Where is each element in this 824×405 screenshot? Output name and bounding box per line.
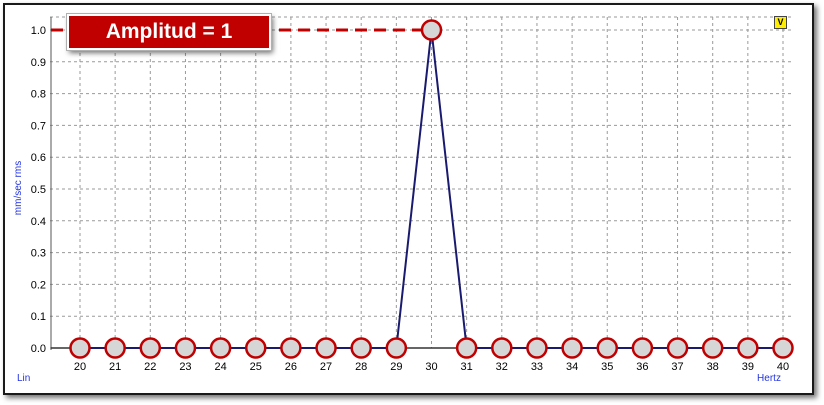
y-axis-label: mm/sec rms (13, 161, 24, 215)
x-unit-label: Hertz (757, 373, 781, 384)
x-tick-label: 36 (636, 361, 648, 373)
data-point-marker (385, 337, 408, 359)
axes (50, 17, 793, 350)
x-tick-label: 22 (144, 361, 156, 373)
data-point-marker (174, 337, 197, 359)
y-tick-label: 0.9 (31, 57, 46, 69)
data-point-marker (280, 337, 302, 359)
chart-frame (3, 3, 814, 395)
data-point-marker (701, 337, 724, 359)
data-point-marker (69, 337, 91, 359)
data-point-marker (631, 337, 654, 359)
y-tick-label: 0.7 (31, 120, 46, 132)
y-tick-label: 0.2 (31, 279, 46, 291)
x-tick-label: 20 (74, 361, 86, 373)
x-tick-label: 26 (285, 361, 297, 373)
data-point-marker (350, 337, 372, 359)
x-tick-label: 27 (320, 361, 332, 373)
x-tick-label: 25 (250, 361, 262, 373)
data-point-marker (561, 337, 583, 359)
data-point-marker (666, 337, 689, 359)
data-point-marker (737, 337, 759, 359)
y-tick-label: 0.3 (31, 248, 46, 260)
y-tick-label: 0.4 (31, 216, 46, 228)
data-point-marker (526, 337, 548, 359)
y-tick-label: 0.6 (31, 152, 46, 164)
grid (50, 16, 793, 349)
x-tick-label: 31 (461, 361, 473, 373)
y-tick-label: 0.8 (31, 89, 46, 101)
y-tick-label: 0.0 (31, 343, 46, 355)
x-tick-label: 39 (742, 361, 754, 373)
x-tick-labels: 20 21 22 23 24 25 26 27 28 29 30 31 32 33 34 35 36 37 38 39… (74, 361, 789, 373)
data-point-marker (596, 337, 618, 359)
data-point-marker (772, 337, 794, 359)
x-tick-label: 38 (707, 361, 719, 373)
amplitude-badge: Amplitud = 1 (66, 13, 272, 51)
data-markers (69, 19, 794, 359)
y-tick-label: 0.5 (31, 184, 46, 196)
x-tick-label: 29 (390, 361, 402, 373)
x-tick-label: 32 (496, 361, 508, 373)
v-marker-icon[interactable]: V (774, 16, 787, 29)
x-tick-label: 35 (601, 361, 613, 373)
x-tick-label: 21 (109, 361, 121, 373)
y-tick-label: 1.0 (31, 25, 46, 37)
x-tick-label: 23 (179, 361, 191, 373)
scale-label: Lin (17, 373, 30, 384)
x-tick-label: 28 (355, 361, 367, 373)
data-point-marker (139, 337, 162, 359)
x-tick-label: 30 (425, 361, 437, 373)
x-tick-label: 24 (214, 361, 226, 373)
data-point-marker (104, 337, 126, 359)
data-point-marker (420, 19, 443, 41)
data-point-marker (209, 337, 232, 359)
x-tick-label: 37 (671, 361, 683, 373)
x-tick-label: 40 (777, 361, 789, 373)
data-point-marker (315, 337, 337, 359)
y-tick-labels: 0.0 0.1 0.2 0.3 0.4 0.5 0.6 0.7 0.8 0.9 1.0 (31, 25, 46, 355)
x-tick-label: 33 (531, 361, 543, 373)
x-tick-label: 34 (566, 361, 578, 373)
data-point-marker (245, 337, 267, 359)
data-point-marker (491, 337, 513, 359)
y-tick-label: 0.1 (31, 311, 46, 323)
data-point-marker (455, 337, 478, 359)
